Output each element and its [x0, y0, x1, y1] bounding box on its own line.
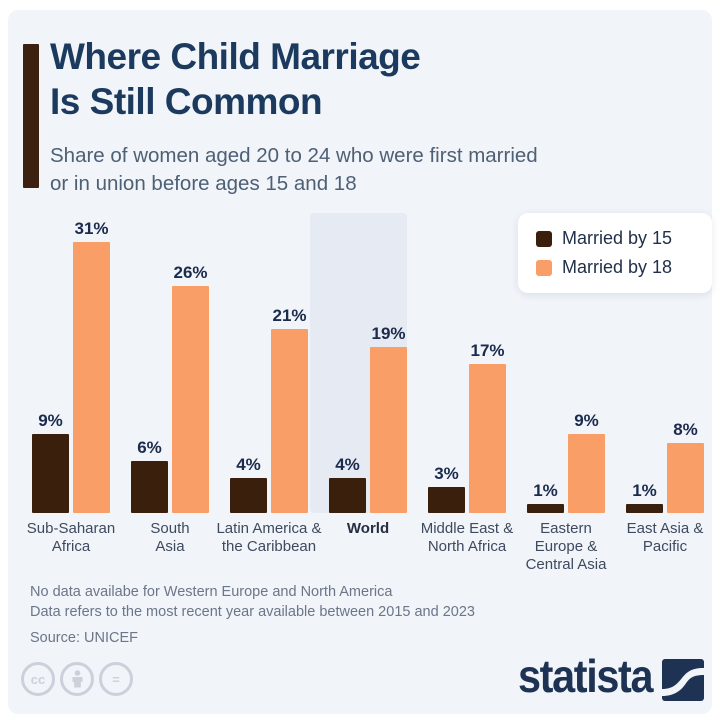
license-icons: cc = [21, 662, 133, 696]
bar-married-by-18 [172, 286, 209, 513]
bar-married-by-15 [428, 487, 465, 513]
bar-value-label: 1% [632, 481, 657, 500]
chart-title-line2: Is Still Common [50, 81, 323, 122]
bar-married-by-18 [370, 347, 407, 513]
bar-married-by-18 [667, 443, 704, 513]
bar-married-by-18 [271, 329, 308, 513]
chart-legend: Married by 15 Married by 18 [518, 213, 712, 293]
chart-subtitle-line2: or in union before ages 15 and 18 [50, 172, 357, 195]
bar-value-label: 26% [173, 263, 208, 282]
title-accent-bar [23, 44, 39, 188]
bar-value-label: 4% [236, 455, 261, 474]
bar-value-label: 3% [434, 464, 459, 483]
bar-value-label: 21% [272, 306, 307, 325]
chart-subtitle-line1: Share of women aged 20 to 24 who were fi… [50, 144, 538, 167]
bar-value-label: 6% [137, 438, 162, 457]
bar-married-by-15 [32, 434, 69, 513]
footnote-line1: No data availabe for Western Europe and … [30, 584, 393, 600]
bar-married-by-15 [131, 461, 168, 513]
bar-value-label: 31% [74, 219, 109, 238]
category-label: South Asia [150, 520, 190, 555]
statista-wordmark: statista [518, 650, 654, 702]
category-label: Latin America & the Caribbean [216, 520, 322, 555]
bar-married-by-18 [568, 434, 605, 513]
legend-swatch-married-by-15 [536, 230, 552, 247]
bar-married-by-15 [527, 504, 564, 513]
cc-icon: cc [21, 662, 55, 696]
bar-value-label: 4% [335, 455, 360, 474]
bar-married-by-15 [329, 478, 366, 513]
attribution-person-icon [60, 662, 94, 696]
footnotes: No data availabe for Western Europe and … [30, 582, 475, 648]
category-label: Eastern Europe & Central Asia [525, 520, 607, 573]
statista-logo-icon [662, 659, 704, 706]
bar-married-by-18 [73, 242, 110, 513]
footnote-line2: Data refers to the most recent year avai… [30, 604, 475, 620]
bar-value-label: 17% [470, 341, 505, 360]
legend-swatch-married-by-18 [536, 259, 552, 276]
equals-icon: = [99, 662, 133, 696]
bar-value-label: 1% [533, 481, 558, 500]
chart-title-line1: Where Child Marriage [50, 36, 421, 77]
bar-value-label: 9% [38, 411, 63, 430]
bar-married-by-15 [230, 478, 267, 513]
legend-item-married-by-18: Married by 18 [536, 257, 712, 278]
category-label: East Asia & Pacific [626, 520, 704, 555]
source-label: Source: UNICEF [30, 630, 138, 646]
bar-value-label: 8% [673, 420, 698, 439]
legend-item-married-by-15: Married by 15 [536, 228, 712, 249]
legend-label-married-by-18: Married by 18 [562, 257, 673, 277]
bar-value-label: 9% [574, 411, 599, 430]
bar-married-by-18 [469, 364, 506, 513]
category-label: World [346, 520, 390, 537]
legend-label-married-by-15: Married by 15 [562, 228, 673, 248]
category-label: Middle East & North Africa [420, 520, 514, 555]
chart-subtitle: Share of women aged 20 to 24 who were fi… [50, 142, 538, 198]
bar-married-by-15 [626, 504, 663, 513]
bar-value-label: 19% [371, 324, 406, 343]
category-label: Sub-Saharan Africa [26, 520, 116, 555]
chart-title: Where Child Marriage Is Still Common [50, 34, 421, 124]
